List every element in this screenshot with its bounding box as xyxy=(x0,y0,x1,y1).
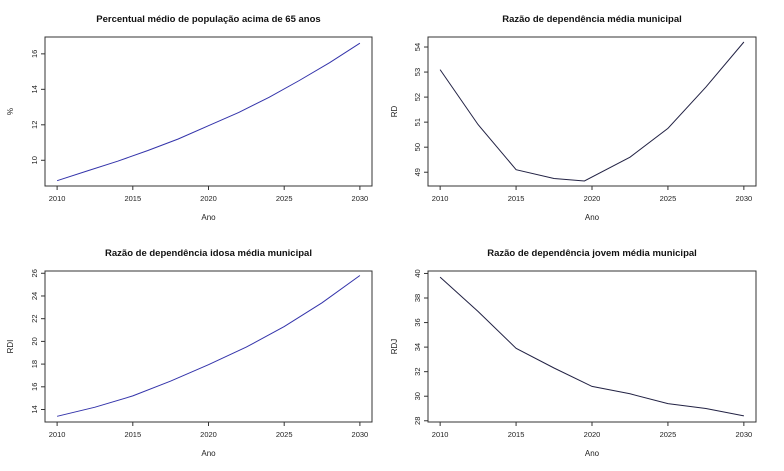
chart-title: Razão de dependência idosa média municip… xyxy=(105,248,312,259)
y-axis-label: RD xyxy=(390,106,399,118)
x-tick-label: 2010 xyxy=(49,194,66,203)
chart-title: Percentual médio de população acima de 6… xyxy=(96,14,320,25)
x-tick-label: 2030 xyxy=(352,194,369,203)
x-tick-label: 2010 xyxy=(432,430,449,439)
x-tick-label: 2010 xyxy=(49,430,66,439)
y-tick-label: 36 xyxy=(413,318,422,326)
y-tick-label: 51 xyxy=(413,118,422,126)
y-tick-label: 16 xyxy=(30,50,39,58)
y-tick-label: 20 xyxy=(30,337,39,345)
y-tick-label: 10 xyxy=(30,156,39,164)
x-tick-label: 2020 xyxy=(200,430,217,439)
x-tick-label: 2030 xyxy=(736,430,753,439)
y-tick-label: 14 xyxy=(30,405,39,413)
y-tick-label: 53 xyxy=(413,68,422,76)
y-tick-label: 52 xyxy=(413,93,422,101)
plot-frame xyxy=(427,36,757,187)
series-line xyxy=(56,42,361,182)
y-tick-label: 30 xyxy=(413,392,422,400)
y-tick-label: 22 xyxy=(30,315,39,323)
x-tick-label: 2030 xyxy=(736,194,753,203)
x-tick-label: 2025 xyxy=(660,430,677,439)
chart-panel-4: Razão de dependência jovem média municip… xyxy=(390,248,757,458)
y-tick-label: 32 xyxy=(413,367,422,375)
series-line xyxy=(439,276,744,417)
y-tick-label: 18 xyxy=(30,360,39,368)
y-tick-label: 28 xyxy=(413,417,422,425)
y-tick-label: 38 xyxy=(413,294,422,302)
y-tick-label: 54 xyxy=(413,43,422,51)
series-line xyxy=(439,41,745,182)
y-tick-label: 16 xyxy=(30,383,39,391)
y-tick-label: 49 xyxy=(413,168,422,176)
x-tick-label: 2020 xyxy=(584,194,601,203)
plot-frame xyxy=(44,270,373,423)
x-axis-label: Ano xyxy=(585,213,600,222)
y-tick-label: 40 xyxy=(413,269,422,277)
y-axis-label: RDJ xyxy=(390,339,399,355)
y-tick-label: 12 xyxy=(30,121,39,129)
x-axis-label: Ano xyxy=(585,449,600,458)
chart-title: Razão de dependência média municipal xyxy=(502,14,682,25)
y-axis-label: RDI xyxy=(6,340,15,354)
x-tick-label: 2015 xyxy=(124,430,141,439)
y-tick-label: 26 xyxy=(30,269,39,277)
y-tick-label: 14 xyxy=(30,85,39,93)
x-tick-label: 2015 xyxy=(124,194,141,203)
x-tick-label: 2020 xyxy=(584,430,601,439)
y-tick-label: 34 xyxy=(413,343,422,351)
y-tick-label: 24 xyxy=(30,292,39,300)
y-tick-label: 50 xyxy=(413,143,422,151)
x-tick-label: 2025 xyxy=(276,194,293,203)
y-axis-label: % xyxy=(6,108,15,115)
chart-panel-3: Razão de dependência idosa média municip… xyxy=(6,248,373,458)
x-axis-label: Ano xyxy=(201,449,216,458)
x-tick-label: 2015 xyxy=(508,194,525,203)
plot-frame xyxy=(427,270,757,423)
plot-frame xyxy=(44,36,373,187)
x-tick-label: 2030 xyxy=(352,430,369,439)
x-tick-label: 2010 xyxy=(432,194,449,203)
x-tick-label: 2020 xyxy=(200,194,217,203)
series-line xyxy=(56,275,361,417)
x-tick-label: 2025 xyxy=(276,430,293,439)
chart-panel-2: Razão de dependência média municipal 2010… xyxy=(390,14,757,222)
x-axis-label: Ano xyxy=(201,213,216,222)
x-tick-label: 2025 xyxy=(660,194,677,203)
chart-title: Razão de dependência jovem média municip… xyxy=(487,248,697,259)
chart-panel-1: Percentual médio de população acima de 6… xyxy=(6,14,373,222)
x-tick-label: 2015 xyxy=(508,430,525,439)
